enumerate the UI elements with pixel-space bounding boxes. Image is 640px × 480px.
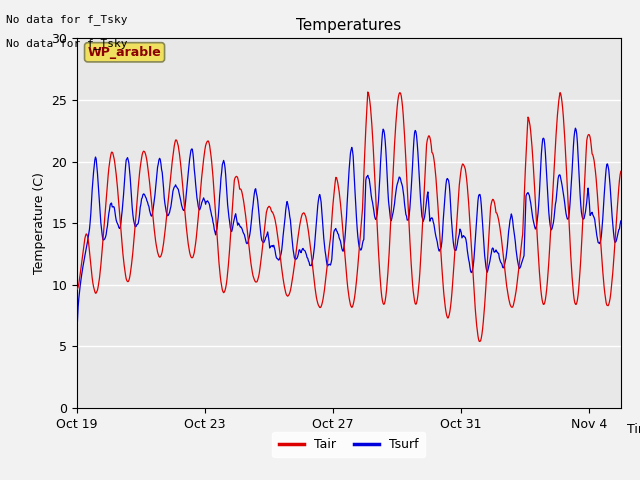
Line: Tair: Tair	[77, 92, 621, 341]
Tair	[355, 255, 362, 261]
Tsurf	[183, 184, 191, 190]
Line: Tsurf: Tsurf	[77, 128, 621, 332]
Tair	[183, 230, 191, 236]
Text: WP_arable: WP_arable	[88, 46, 161, 59]
Tsurf	[135, 217, 143, 223]
Tair	[617, 168, 625, 174]
Tair	[147, 186, 154, 192]
Tsurf	[147, 210, 154, 216]
Tair	[490, 198, 498, 204]
X-axis label: Time: Time	[627, 423, 640, 436]
Tsurf	[572, 125, 579, 131]
Tsurf	[73, 329, 81, 335]
Text: No data for f_Tsky: No data for f_Tsky	[6, 14, 128, 25]
Tair	[73, 287, 81, 292]
Tsurf	[489, 245, 497, 251]
Tsurf	[617, 218, 625, 224]
Tair	[476, 338, 483, 344]
Legend: Tair, Tsurf: Tair, Tsurf	[273, 432, 425, 457]
Y-axis label: Temperature (C): Temperature (C)	[33, 172, 45, 274]
Tsurf	[355, 240, 362, 245]
Tair	[364, 89, 372, 95]
Title: Temperatures: Temperatures	[296, 18, 401, 33]
Tair	[401, 144, 409, 150]
Tsurf	[401, 201, 408, 207]
Text: No data for f_Tsky: No data for f_Tsky	[6, 38, 128, 49]
Tair	[135, 177, 143, 183]
